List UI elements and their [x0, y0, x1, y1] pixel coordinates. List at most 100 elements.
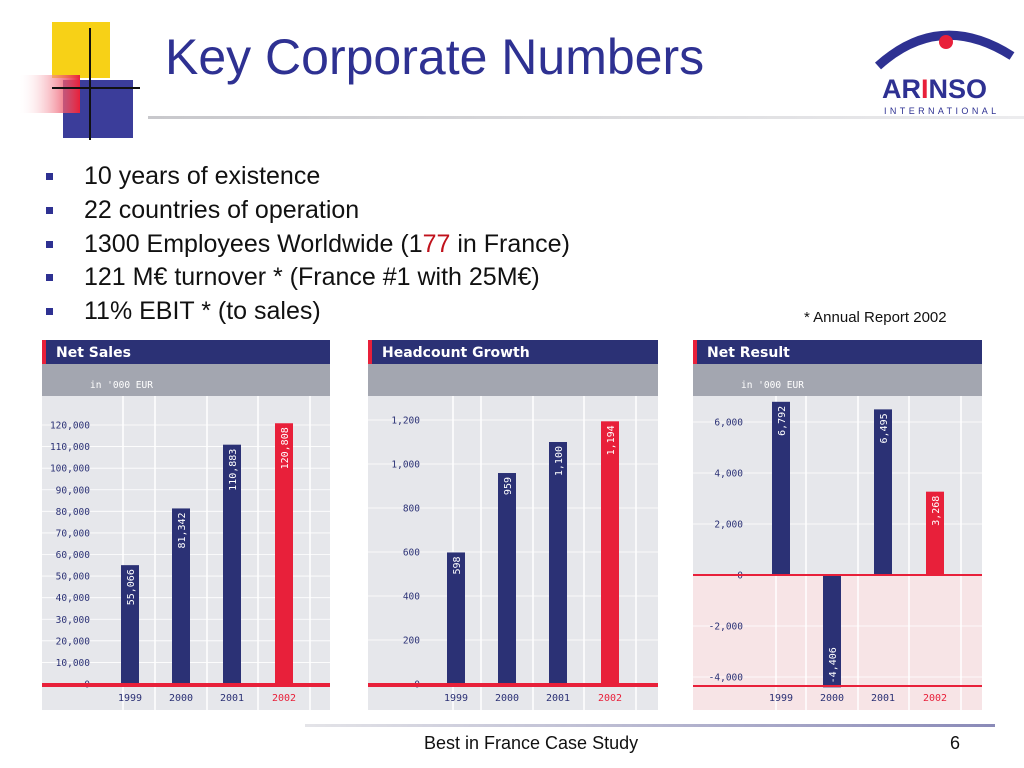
net-sales-category-label: 2000: [169, 693, 193, 704]
net-result-bar: [874, 409, 892, 575]
headcount-growth-category-label: 2002: [598, 693, 622, 704]
decor-yellow-square: [52, 22, 110, 78]
net-result-tick-label: -2,000: [709, 622, 744, 633]
net-sales-unit-label: in '000 EUR: [90, 380, 153, 391]
headcount-growth-bar: [447, 552, 465, 684]
net-sales-tick-label: 30,000: [56, 615, 91, 626]
net-sales-tick-label: 90,000: [56, 485, 91, 496]
decor-red-gradient: [20, 75, 80, 113]
net-result-unit-label: in '000 EUR: [741, 380, 804, 391]
highlight-number: 77: [422, 229, 451, 258]
net-sales-value-label: 55,066: [126, 569, 137, 605]
net-sales-category-label: 2002: [272, 693, 296, 704]
net-result-subheader: [693, 364, 982, 396]
net-result-value-label: 6,792: [777, 406, 788, 436]
headcount-growth-category-label: 1999: [444, 693, 468, 704]
title-rule: [148, 116, 1024, 119]
headcount-growth-tick-label: 600: [403, 548, 420, 559]
page-number: 6: [950, 733, 961, 753]
headcount-growth-chart: Headcount Growth02004006008001,0001,2005…: [368, 340, 658, 710]
net-sales-bar: [275, 423, 293, 684]
net-result-value-label: 6,495: [879, 413, 890, 443]
headcount-growth-chart-title: Headcount Growth: [382, 345, 530, 361]
footer-text: Best in France Case Study: [424, 733, 639, 753]
net-sales-tick-label: 120,000: [50, 421, 90, 432]
net-sales-subheader: [42, 364, 330, 396]
bullet-item: 10 years of existence: [44, 160, 570, 194]
annual-report-note: * Annual Report 2002: [804, 309, 947, 326]
net-result-header-accent: [693, 340, 697, 364]
bullet-marker: [46, 206, 53, 214]
net-sales-header-bar: [42, 340, 330, 364]
slide-title: Key Corporate Numbers: [165, 29, 705, 85]
net-result-value-label: -4,406: [828, 647, 839, 683]
net-result-header-bar: [693, 340, 982, 364]
net-sales-tick-label: 60,000: [56, 550, 91, 561]
headcount-growth-value-label: 1,194: [606, 425, 617, 455]
net-result-tick-label: 6,000: [714, 418, 743, 429]
net-sales-bar: [223, 444, 241, 684]
bullet-marker: [46, 308, 53, 316]
title-decoration: [20, 22, 140, 140]
net-result-category-label: 2000: [820, 693, 844, 704]
net-result-bar: [823, 575, 841, 688]
headcount-growth-category-label: 2001: [546, 693, 570, 704]
headcount-growth-tick-label: 1,000: [391, 460, 420, 471]
headcount-growth-tick-label: 400: [403, 592, 420, 603]
net-result-tick-label: 2,000: [714, 520, 743, 531]
headcount-growth-tick-label: 200: [403, 636, 420, 647]
net-sales-bar: [172, 508, 190, 684]
net-sales-header-accent: [42, 340, 46, 364]
net-sales-tick-label: 110,000: [50, 442, 90, 453]
headcount-growth-value-label: 598: [452, 556, 463, 574]
net-sales-chart-title: Net Sales: [56, 345, 131, 361]
net-sales-tick-label: 70,000: [56, 528, 91, 539]
logo-wordmark: ARINSO: [882, 74, 987, 104]
headcount-growth-subheader: [368, 364, 658, 396]
net-sales-bar: [121, 565, 139, 684]
bullet-marker: [46, 173, 53, 180]
bullet-marker: [46, 240, 53, 248]
net-sales-category-label: 1999: [118, 693, 142, 704]
net-sales-value-label: 120,808: [280, 427, 291, 469]
bullet-item: 22 countries of operation: [44, 194, 570, 228]
bullet-item: 1300 Employees Worldwide (177 in France): [44, 228, 570, 262]
logo-swoosh: [874, 30, 1015, 70]
net-result-category-label: 1999: [769, 693, 793, 704]
net-sales-tick-label: 100,000: [50, 464, 90, 475]
headcount-growth-value-label: 959: [503, 477, 514, 495]
bullet-list: 10 years of existence 22 countries of op…: [44, 160, 570, 329]
arinso-logo: ARINSO INTERNATIONAL: [874, 30, 1015, 116]
headcount-growth-value-label: 1,100: [554, 446, 565, 476]
net-result-value-label: 3,268: [931, 496, 942, 526]
bullet-item: 121 M€ turnover * (France #1 with 25M€): [44, 261, 570, 295]
net-sales-value-label: 110,883: [228, 449, 239, 491]
net-result-category-label: 2001: [871, 693, 895, 704]
logo-subtitle: INTERNATIONAL: [884, 106, 1000, 116]
net-result-chart-title: Net Result: [707, 345, 790, 361]
net-sales-tick-label: 50,000: [56, 572, 91, 583]
logo-dot: [939, 35, 953, 49]
footer-rule: [305, 724, 995, 727]
headcount-growth-tick-label: 1,200: [391, 416, 420, 427]
headcount-growth-bar: [601, 421, 619, 684]
net-result-tick-label: 4,000: [714, 469, 743, 480]
net-result-bar: [772, 401, 790, 575]
net-sales-tick-label: 80,000: [56, 507, 91, 518]
bullet-marker: [46, 274, 53, 282]
net-sales-tick-label: 20,000: [56, 636, 91, 647]
headcount-growth-category-label: 2000: [495, 693, 519, 704]
net-sales-value-label: 81,342: [177, 512, 188, 548]
headcount-growth-header-accent: [368, 340, 372, 364]
bullet-item: 11% EBIT * (to sales): [44, 295, 570, 329]
net-sales-tick-label: 10,000: [56, 658, 91, 669]
net-result-category-label: 2002: [923, 693, 947, 704]
net-sales-tick-label: 40,000: [56, 593, 91, 604]
headcount-growth-header-bar: [368, 340, 658, 364]
headcount-growth-bar: [498, 473, 516, 684]
headcount-growth-bar: [549, 442, 567, 684]
net-result-tick-label: -4,000: [709, 673, 744, 684]
net-sales-category-label: 2001: [220, 693, 244, 704]
